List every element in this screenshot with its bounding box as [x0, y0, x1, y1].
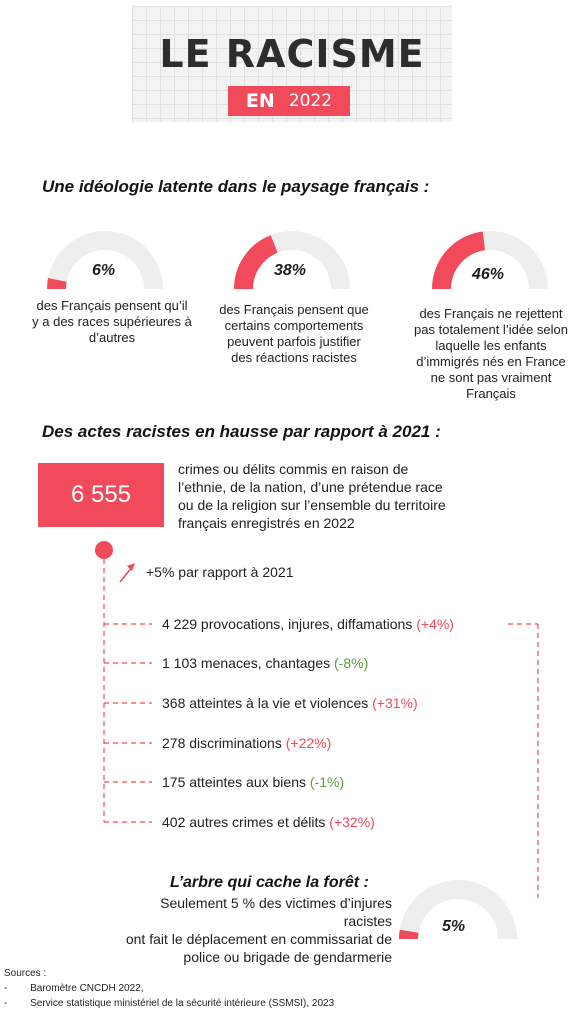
source-text: Baromètre CNCDH 2022, — [30, 983, 144, 994]
gauge-3-text: des Français ne rejettent pas totalement… — [403, 306, 579, 402]
gauge-3-text-line: ne sont pas vraiment — [430, 370, 552, 385]
source-bullet: - — [4, 983, 8, 994]
gauge-3-text-line: Français — [466, 386, 516, 401]
total-count-box: 6 555 — [38, 463, 164, 527]
gauge-2-text-line: certains comportements — [224, 318, 364, 333]
gauge-2-text-line: des Français pensent que — [219, 302, 369, 317]
source-text: Service statistique ministériel de la sé… — [30, 998, 335, 1009]
timeline-dot — [95, 541, 113, 559]
source-item: - Baromètre CNCDH 2022, — [4, 983, 144, 994]
section3-text-line: ont fait le déplacement en commissariat … — [125, 931, 392, 947]
gauge-2-value: 38% — [274, 262, 307, 279]
year-badge-en: EN — [245, 90, 275, 112]
gauge-4-track — [399, 880, 517, 940]
gauge-1-text-line: des Français pensent qu’il — [36, 298, 188, 313]
gauge-1-text: des Français pensent qu’il y a des races… — [30, 298, 194, 346]
gauge-1 — [47, 231, 163, 290]
stat-row-label: 1 103 menaces, chantages — [162, 655, 331, 671]
gauge-3-text-line: d’immigrés nés en France — [416, 354, 566, 369]
gauge-1-track — [47, 231, 163, 290]
gauge-3-value: 46% — [472, 266, 505, 283]
section3-text: Seulement 5 % des victimes d’injures rac… — [120, 894, 392, 966]
stat-row-label: 368 atteintes à la vie et violences — [162, 695, 369, 711]
stat-row: 1 103 menaces, chantages (-8%) — [162, 655, 368, 671]
source-item: - Service statistique ministériel de la … — [4, 998, 334, 1009]
gauge-1-fill — [47, 278, 67, 290]
gauge-3-fill — [432, 231, 486, 290]
trend-arrow-head — [127, 563, 135, 571]
section3-text-line: police ou brigade de gendarmerie — [183, 949, 392, 965]
gauge-3-text-line: des Français ne rejettent — [419, 306, 563, 321]
year-badge-year: 2022 — [288, 91, 333, 111]
section3-title: L’arbre qui cache la forêt : — [170, 874, 369, 891]
stat-row-change: (-1%) — [309, 774, 345, 790]
total-text-line: français enregistrés en 2022 — [178, 515, 355, 531]
gauge-3-text-line: pas totalement l’idée selon — [414, 322, 568, 337]
gauge-4-fill — [399, 929, 419, 940]
gauge-2 — [234, 231, 350, 290]
gauge-1-text-line: y a des races supérieures à — [32, 314, 192, 329]
stat-row-label: 278 discriminations — [162, 735, 282, 751]
stat-row: 368 atteintes à la vie et violences (+31… — [162, 695, 418, 711]
total-count-description: crimes ou délits commis en raison de l’e… — [178, 460, 508, 532]
gauge-4-value: 5% — [442, 918, 466, 935]
gauge-4 — [399, 880, 517, 940]
page-title: LE RACISME — [159, 32, 425, 76]
sources-title: Sources : — [4, 968, 47, 979]
gauge-2-text-line: des réactions racistes — [231, 350, 357, 365]
total-text-line: l’ethnie, de la nation, d’une prétendue … — [178, 479, 443, 495]
source-bullet: - — [4, 998, 8, 1009]
stat-row-change: (+31%) — [372, 695, 418, 711]
year-badge: EN 2022 — [228, 86, 350, 116]
stat-row-label: 175 atteintes aux biens — [162, 774, 306, 790]
stat-row-change: (-8%) — [334, 655, 369, 671]
gauge-1-value: 6% — [92, 262, 116, 279]
stat-row-change: (+32%) — [329, 814, 375, 830]
gauge-2-fill — [234, 235, 279, 290]
stat-row: 175 atteintes aux biens (-1%) — [162, 774, 344, 790]
gauge-2-text-line: peuvent parfois justifier — [227, 334, 361, 349]
gauge-3-text-line: laquelle les enfants — [435, 338, 547, 353]
total-text-line: ou de la religion sur l’ensemble du terr… — [178, 497, 446, 513]
stat-row: 4 229 provocations, injures, diffamation… — [162, 616, 454, 632]
stat-row: 402 autres crimes et délits (+32%) — [162, 814, 375, 830]
header-grid-background — [132, 6, 452, 122]
gauge-1-text-line: d’autres — [88, 330, 136, 345]
stat-row: 278 discriminations (+22%) — [162, 735, 331, 751]
gauge-2-text: des Français pensent que certains compor… — [212, 302, 376, 366]
stat-row-change: (+4%) — [416, 616, 454, 632]
section3-text-line: Seulement 5 % des victimes d’injures rac… — [160, 895, 392, 929]
trend-text: +5% par rapport à 2021 — [146, 564, 294, 580]
section1-title: Une idéologie latente dans le paysage fr… — [42, 177, 430, 196]
section2-title: Des actes racistes en hausse par rapport… — [42, 422, 441, 441]
stat-row-change: (+22%) — [285, 735, 332, 751]
stat-row-label: 4 229 provocations, injures, diffamation… — [162, 616, 413, 632]
gauge-3 — [432, 231, 548, 290]
stat-row-label: 402 autres crimes et délits — [162, 814, 326, 830]
total-text-line: crimes ou délits commis en raison de — [178, 461, 409, 477]
